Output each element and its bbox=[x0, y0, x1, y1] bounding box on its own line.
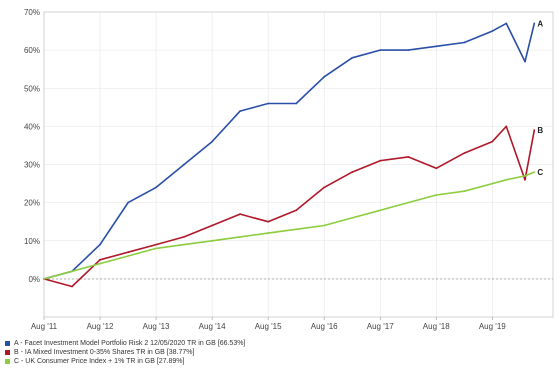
y-tick-label: 50% bbox=[24, 84, 40, 93]
series-end-label-c: C bbox=[537, 168, 543, 177]
y-tick-label: 20% bbox=[24, 199, 40, 208]
y-tick-label: 30% bbox=[24, 161, 40, 170]
data-point-b bbox=[435, 167, 438, 170]
data-point-c bbox=[155, 247, 158, 250]
data-point-b bbox=[99, 258, 101, 261]
data-point-b bbox=[211, 224, 214, 227]
y-tick-label: 40% bbox=[24, 122, 40, 131]
data-point-b bbox=[127, 251, 129, 254]
plot-border bbox=[43, 11, 554, 318]
data-point-c bbox=[505, 178, 508, 181]
data-point-b bbox=[351, 171, 354, 174]
gridlines bbox=[43, 11, 553, 317]
x-tick-label: Aug '14 bbox=[199, 322, 226, 331]
data-point-c bbox=[71, 270, 73, 273]
data-point-a bbox=[379, 49, 382, 51]
data-point-b bbox=[239, 213, 242, 216]
legend-label-a: A - Facet Investment Model Portfolio Ris… bbox=[14, 340, 246, 347]
series-line-b bbox=[43, 125, 536, 288]
y-tick-label: 60% bbox=[24, 46, 40, 55]
x-tick-label: Aug '13 bbox=[143, 322, 170, 331]
y-tick-label: 0% bbox=[28, 275, 40, 284]
x-tick-label: Aug '15 bbox=[255, 322, 282, 331]
data-point-c bbox=[533, 171, 536, 174]
data-point-b bbox=[267, 220, 269, 223]
series-end-labels: A B C bbox=[537, 19, 543, 177]
data-point-b bbox=[407, 156, 410, 158]
data-point-a bbox=[533, 22, 536, 25]
data-point-c bbox=[351, 217, 354, 219]
data-point-c bbox=[127, 255, 129, 257]
data-point-c bbox=[295, 228, 298, 231]
legend-swatch-b bbox=[5, 350, 10, 355]
x-tick-label: Aug '12 bbox=[87, 322, 114, 331]
data-point-c bbox=[183, 243, 186, 246]
data-point-b bbox=[491, 140, 494, 143]
data-point-b bbox=[505, 125, 508, 128]
legend-item-c: C - UK Consumer Price Index + 1% TR in G… bbox=[5, 357, 245, 366]
series-line-a bbox=[43, 22, 536, 280]
series-end-label-a: A bbox=[537, 19, 543, 28]
x-tick-label: Aug '16 bbox=[311, 322, 338, 331]
data-point-a bbox=[99, 243, 101, 246]
data-point-a bbox=[524, 60, 526, 63]
y-axis: 0% 10% 20% 30% 40% 50% 60% 70% bbox=[24, 8, 40, 284]
legend-item-a: A - Facet Investment Model Portfolio Ris… bbox=[5, 339, 245, 348]
x-tick-label: Aug '17 bbox=[367, 322, 394, 331]
data-point-c bbox=[267, 232, 269, 235]
data-point-c bbox=[435, 194, 438, 196]
x-tick-label: Aug '19 bbox=[479, 322, 506, 331]
data-point-a bbox=[155, 186, 158, 189]
data-point-a bbox=[435, 45, 438, 48]
x-tick-label: Aug '11 bbox=[31, 322, 58, 331]
data-point-a bbox=[183, 163, 186, 166]
data-point-a bbox=[407, 49, 410, 51]
data-point-a bbox=[323, 75, 326, 78]
y-tick-label: 10% bbox=[24, 237, 40, 246]
data-point-b bbox=[71, 285, 73, 288]
data-point-a bbox=[267, 102, 269, 105]
data-point-b bbox=[524, 178, 526, 181]
x-axis: Aug '11 Aug '12 Aug '13 Aug '14 Aug '15 Aug '… bbox=[31, 317, 506, 331]
data-point-a bbox=[295, 102, 298, 105]
data-point-c bbox=[463, 190, 466, 193]
data-point-c bbox=[323, 224, 326, 227]
data-point-c bbox=[407, 201, 410, 204]
legend-label-c: C - UK Consumer Price Index + 1% TR in G… bbox=[14, 358, 185, 365]
data-point-a bbox=[127, 201, 129, 204]
y-tick-label: 70% bbox=[24, 8, 40, 17]
legend-swatch-c bbox=[5, 359, 10, 364]
data-point-b bbox=[533, 129, 536, 132]
data-point-a bbox=[211, 140, 214, 143]
data-point-a bbox=[463, 41, 466, 44]
data-point-a bbox=[351, 56, 354, 59]
x-tick-label: Aug '18 bbox=[423, 322, 450, 331]
legend-swatch-a bbox=[5, 341, 10, 346]
data-point-c bbox=[491, 182, 494, 185]
legend-item-b: B - IA Mixed Investment 0-35% Shares TR … bbox=[5, 348, 245, 357]
data-point-c bbox=[239, 236, 242, 238]
data-point-b bbox=[379, 159, 382, 162]
data-point-b bbox=[155, 243, 158, 246]
data-point-c bbox=[43, 278, 45, 280]
legend: A - Facet Investment Model Portfolio Ris… bbox=[5, 339, 245, 366]
data-point-c bbox=[524, 175, 526, 177]
data-point-a bbox=[505, 22, 508, 25]
data-point-b bbox=[323, 186, 326, 189]
data-point-b bbox=[463, 152, 466, 155]
data-point-a bbox=[491, 30, 494, 32]
series-lines bbox=[43, 22, 536, 288]
data-point-c bbox=[211, 239, 214, 242]
data-point-a bbox=[239, 110, 242, 112]
data-point-b bbox=[183, 236, 186, 238]
data-point-b bbox=[295, 209, 298, 212]
series-line-c bbox=[43, 171, 535, 280]
data-point-c bbox=[379, 209, 382, 212]
data-point-c bbox=[99, 262, 101, 265]
series-end-label-b: B bbox=[537, 126, 543, 135]
line-chart: 0%10%20%30%40%50%60%70% Aug '11 Aug '12 Au… bbox=[24, 8, 554, 331]
legend-label-b: B - IA Mixed Investment 0-35% Shares TR … bbox=[14, 349, 195, 356]
